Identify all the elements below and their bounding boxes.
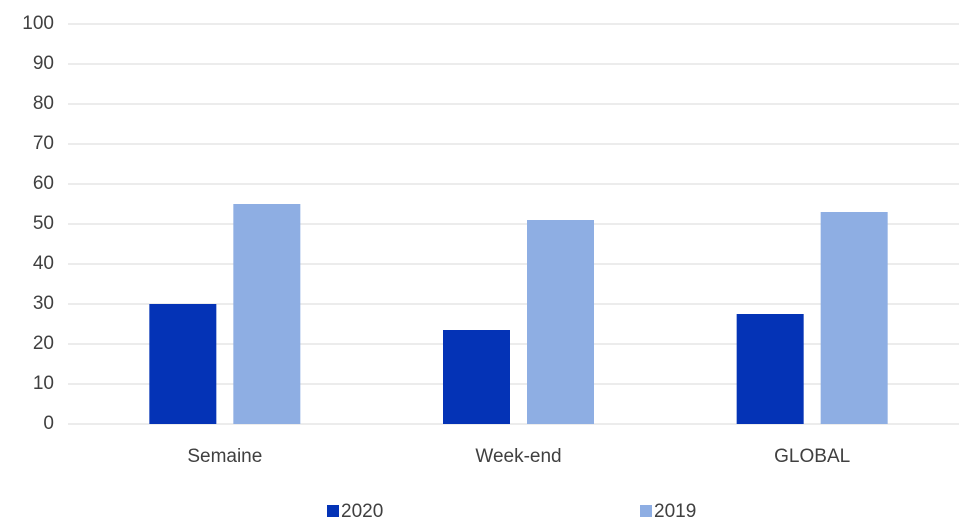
bar bbox=[233, 204, 301, 424]
y-tick-label: 10 bbox=[33, 373, 54, 394]
bar bbox=[527, 220, 594, 424]
y-tick-label: 50 bbox=[33, 213, 54, 234]
x-tick-label: Week-end bbox=[475, 446, 561, 467]
x-tick-label: GLOBAL bbox=[774, 446, 850, 467]
y-tick-label: 70 bbox=[33, 133, 54, 154]
legend-label: 2019 bbox=[654, 501, 696, 520]
bar bbox=[149, 304, 217, 424]
y-tick-label: 90 bbox=[33, 53, 54, 74]
y-tick-label: 30 bbox=[33, 293, 54, 314]
y-tick-label: 0 bbox=[43, 413, 54, 434]
bar bbox=[820, 212, 888, 424]
legend-swatch bbox=[640, 505, 652, 517]
legend-swatch bbox=[327, 505, 339, 517]
x-tick-label: Semaine bbox=[187, 446, 262, 467]
y-tick-label: 100 bbox=[22, 13, 54, 34]
bar bbox=[443, 330, 510, 424]
bar bbox=[736, 314, 804, 424]
y-tick-label: 60 bbox=[33, 173, 54, 194]
y-tick-label: 20 bbox=[33, 333, 54, 354]
legend-label: 2020 bbox=[341, 501, 383, 520]
y-tick-label: 40 bbox=[33, 253, 54, 274]
y-tick-label: 80 bbox=[33, 93, 54, 114]
